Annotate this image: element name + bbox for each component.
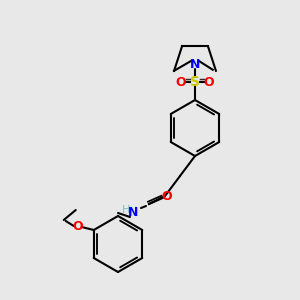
- Text: O: O: [204, 76, 214, 88]
- Text: N: N: [128, 206, 138, 218]
- Text: S: S: [190, 75, 200, 89]
- Text: O: O: [72, 220, 83, 232]
- Text: N: N: [190, 58, 200, 70]
- Text: O: O: [176, 76, 186, 88]
- Text: H: H: [122, 205, 130, 215]
- Text: O: O: [162, 190, 172, 202]
